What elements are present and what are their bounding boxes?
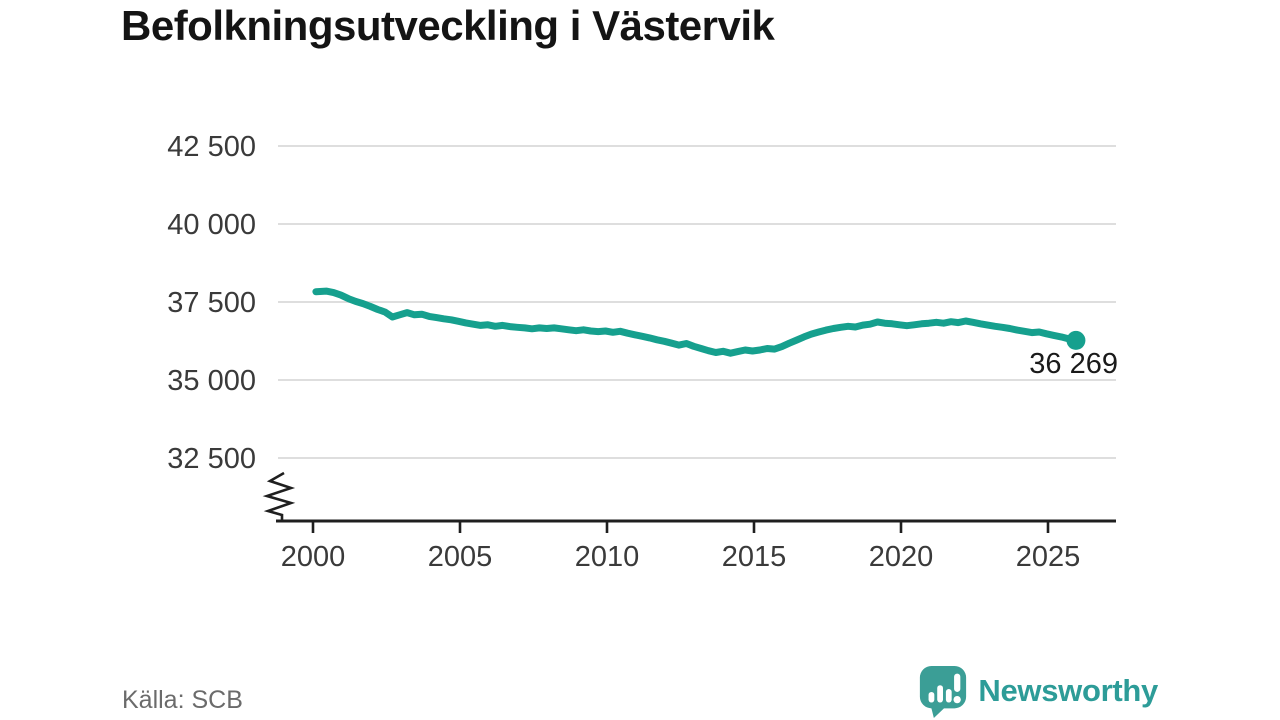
y-tick-label: 37 500 — [167, 287, 256, 319]
chart-title: Befolkningsutveckling i Västervik — [121, 2, 775, 49]
x-tick-label: 2020 — [869, 541, 934, 573]
population-line — [312, 287, 1080, 357]
y-tick-label: 32 500 — [167, 443, 256, 475]
y-tick-label: 40 000 — [167, 209, 256, 241]
x-tick-label: 2025 — [1016, 541, 1081, 573]
x-tick-label: 2000 — [281, 541, 346, 573]
endpoint-marker — [1066, 330, 1086, 350]
x-tick-label: 2015 — [722, 541, 787, 573]
axis-break-icon — [262, 471, 296, 521]
source-note: Källa: SCB — [122, 686, 243, 714]
y-tick-label: 35 000 — [167, 365, 256, 397]
newsworthy-logo-text: Newsworthy — [978, 672, 1158, 708]
x-tick-label: 2010 — [575, 541, 640, 573]
y-tick-label: 42 500 — [167, 131, 256, 163]
newsworthy-logo: Newsworthy — [917, 663, 1158, 718]
x-tick-label: 2005 — [428, 541, 493, 573]
newsworthy-bar-chart-bubble-icon — [920, 665, 967, 718]
endpoint-value-label: 36 269 — [1029, 348, 1118, 380]
